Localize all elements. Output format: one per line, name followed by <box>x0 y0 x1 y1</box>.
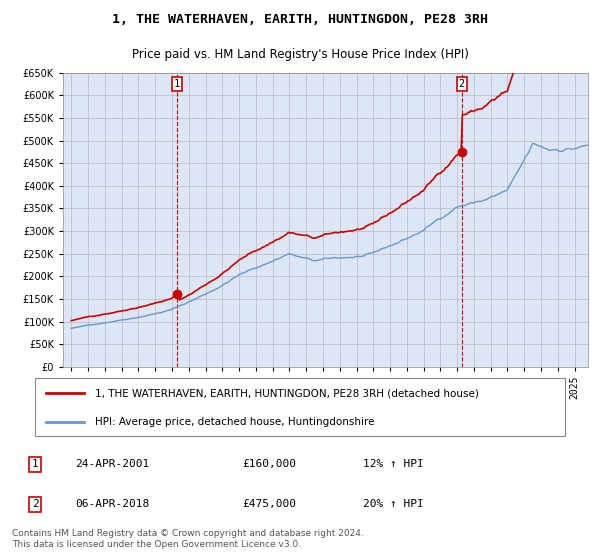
Text: 06-APR-2018: 06-APR-2018 <box>76 499 149 509</box>
Text: 24-APR-2001: 24-APR-2001 <box>76 459 149 469</box>
Text: 1, THE WATERHAVEN, EARITH, HUNTINGDON, PE28 3RH (detached house): 1, THE WATERHAVEN, EARITH, HUNTINGDON, P… <box>95 388 479 398</box>
Text: 12% ↑ HPI: 12% ↑ HPI <box>364 459 424 469</box>
Text: £475,000: £475,000 <box>242 499 296 509</box>
FancyBboxPatch shape <box>35 379 565 436</box>
Text: Contains HM Land Registry data © Crown copyright and database right 2024.
This d: Contains HM Land Registry data © Crown c… <box>12 529 364 549</box>
Text: 1: 1 <box>174 79 181 89</box>
Text: 1, THE WATERHAVEN, EARITH, HUNTINGDON, PE28 3RH: 1, THE WATERHAVEN, EARITH, HUNTINGDON, P… <box>112 13 488 26</box>
Text: £160,000: £160,000 <box>242 459 296 469</box>
Text: 2: 2 <box>458 79 465 89</box>
Text: 1: 1 <box>32 459 38 469</box>
Text: 2: 2 <box>32 499 38 509</box>
Text: Price paid vs. HM Land Registry's House Price Index (HPI): Price paid vs. HM Land Registry's House … <box>131 48 469 62</box>
Text: 20% ↑ HPI: 20% ↑ HPI <box>364 499 424 509</box>
Text: HPI: Average price, detached house, Huntingdonshire: HPI: Average price, detached house, Hunt… <box>95 417 374 427</box>
